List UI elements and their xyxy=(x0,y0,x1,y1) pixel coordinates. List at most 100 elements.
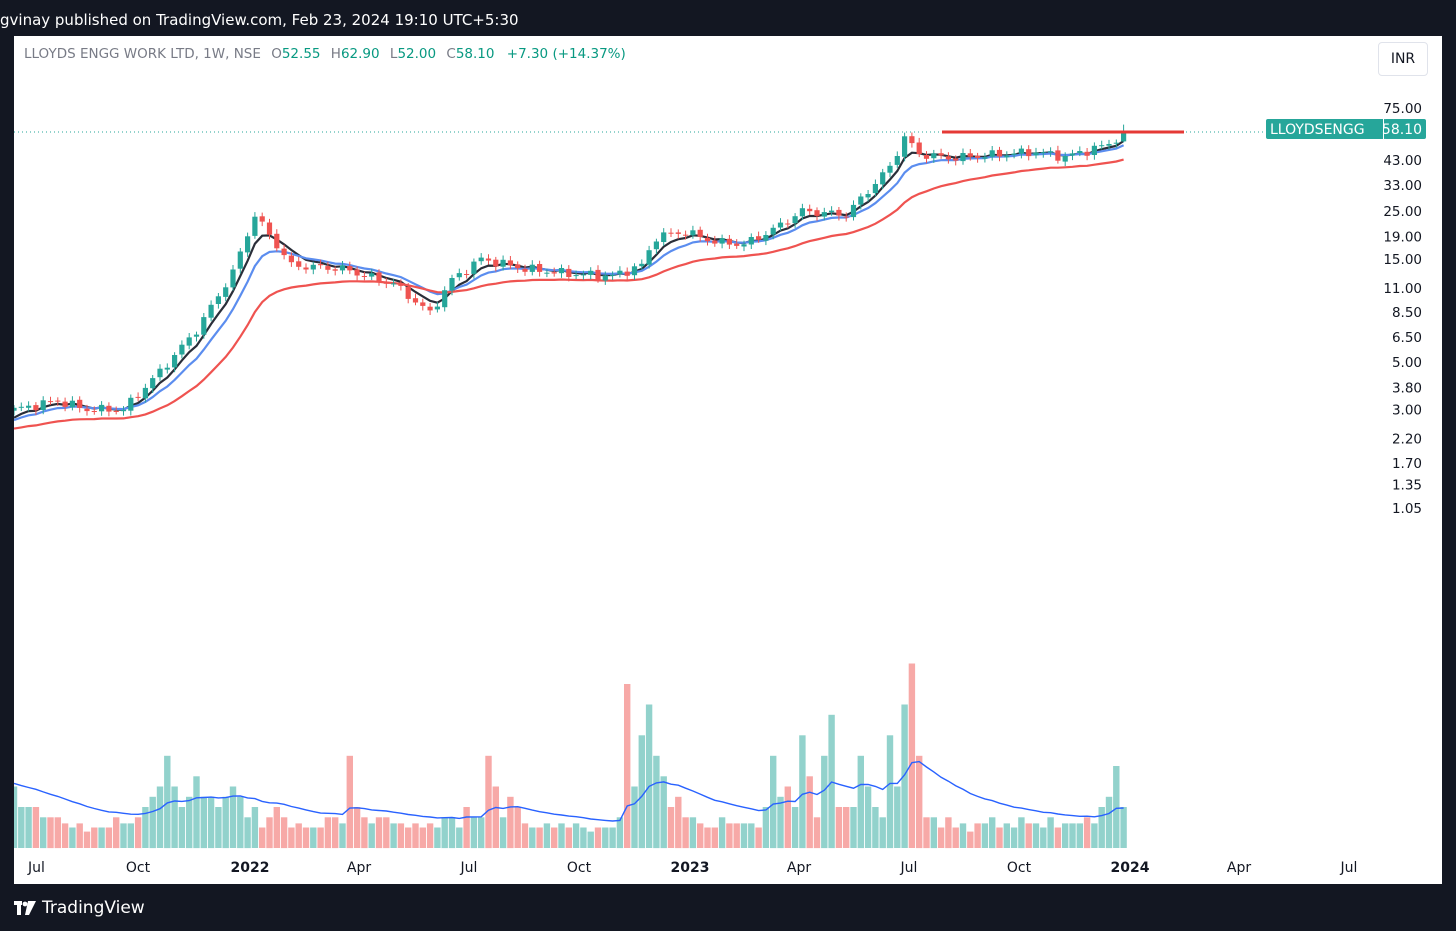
candle xyxy=(639,259,645,270)
candle-body xyxy=(47,401,54,403)
candle xyxy=(953,155,959,166)
candle-body xyxy=(529,264,535,272)
candle-body xyxy=(719,238,725,244)
footer-brand[interactable]: TradingView xyxy=(14,896,145,920)
change-value: +7.30 (+14.37%) xyxy=(506,46,626,62)
candle xyxy=(807,204,813,216)
y-tick-label: 25.00 xyxy=(1383,204,1422,220)
candle-body xyxy=(858,196,864,205)
candle-body xyxy=(186,337,192,346)
candle xyxy=(164,363,170,374)
candle-body xyxy=(507,260,513,266)
price-tag-ticker-bg xyxy=(1266,119,1386,139)
candle xyxy=(544,268,550,278)
candle xyxy=(1062,152,1068,167)
candle xyxy=(558,264,565,278)
tradingview-logo-icon xyxy=(14,901,36,915)
candle xyxy=(1106,139,1112,150)
candle xyxy=(18,402,24,411)
volume-bar xyxy=(1040,827,1047,848)
candle xyxy=(551,267,557,277)
candle xyxy=(690,225,696,239)
volume-bar xyxy=(142,807,149,848)
time-axis[interactable]: Jul Oct 2022 Apr Jul Oct 2023 Apr Jul Oct 2024 Apr J… xyxy=(27,860,1357,876)
candle-body xyxy=(33,405,39,411)
candle xyxy=(821,207,827,221)
high-value: 62.90 xyxy=(340,46,380,62)
candle-body xyxy=(84,408,90,412)
open-value: 52.55 xyxy=(281,46,321,62)
candle-body xyxy=(588,270,594,275)
candle xyxy=(245,232,251,257)
candle-body xyxy=(135,396,141,398)
x-tick-label: Oct xyxy=(567,860,592,876)
volume-layer xyxy=(14,663,1127,849)
candle-body xyxy=(675,232,681,234)
volume-bar xyxy=(718,817,726,849)
candle xyxy=(770,224,776,240)
candle-body xyxy=(850,204,857,218)
candle xyxy=(850,200,857,221)
volume-bar xyxy=(843,807,850,848)
candle-body xyxy=(734,243,740,246)
volume-bar xyxy=(551,827,558,848)
high-label: H xyxy=(330,46,341,62)
candle-body xyxy=(843,216,849,218)
candle xyxy=(325,261,331,274)
volume-bar xyxy=(930,817,937,849)
volume-bar xyxy=(536,827,543,848)
ema-layer xyxy=(14,140,1125,430)
volume-bar xyxy=(1047,817,1054,849)
candle-body xyxy=(1026,149,1032,157)
candle-body xyxy=(150,378,156,389)
candle xyxy=(697,226,703,242)
price-chart[interactable]: 75.00 43.00 33.00 25.00 19.00 15.00 11.00 8.50 6… xyxy=(14,36,1442,884)
candle-body xyxy=(923,155,930,159)
candle-body xyxy=(1011,153,1017,155)
volume-bar xyxy=(47,817,54,849)
volume-bar xyxy=(901,704,908,848)
candle xyxy=(91,406,97,415)
candle xyxy=(945,152,951,164)
candle-body xyxy=(237,251,243,269)
volume-bar xyxy=(91,827,98,848)
candle xyxy=(741,240,747,252)
currency-button[interactable]: INR xyxy=(1378,42,1428,76)
candle xyxy=(361,271,367,281)
volume-bar xyxy=(426,823,434,848)
volume-bar xyxy=(266,817,273,849)
candle-body xyxy=(318,264,324,266)
candle xyxy=(923,151,930,164)
candle xyxy=(931,149,937,163)
volume-bar xyxy=(791,807,799,848)
candle xyxy=(967,149,973,161)
candle-body xyxy=(748,237,754,245)
volume-bar xyxy=(864,786,872,848)
volume-bar xyxy=(587,831,594,848)
candle xyxy=(230,265,236,291)
chart-panel[interactable]: 75.00 43.00 33.00 25.00 19.00 15.00 11.00 8.50 6… xyxy=(14,36,1442,884)
candle xyxy=(515,261,521,273)
candle xyxy=(193,331,200,342)
symbol-name[interactable]: LLOYDS ENGG WORK LTD, 1W, NSE xyxy=(24,46,261,62)
volume-bar xyxy=(558,823,565,848)
volume-bar xyxy=(748,823,755,848)
volume-bar xyxy=(507,796,514,849)
candle xyxy=(683,230,689,240)
candle-body xyxy=(223,287,229,297)
candle-body xyxy=(646,250,652,265)
volume-bar xyxy=(222,796,229,849)
candle-body xyxy=(208,304,214,318)
candle xyxy=(1077,146,1083,157)
volume-bar xyxy=(339,823,346,848)
volume-bar xyxy=(134,817,142,849)
candle-body xyxy=(580,274,586,276)
candle xyxy=(99,401,105,416)
candle-body xyxy=(829,210,835,213)
price-axis[interactable]: 75.00 43.00 33.00 25.00 19.00 15.00 11.00 8.50 6… xyxy=(1383,101,1422,517)
candle-body xyxy=(14,407,17,411)
candle xyxy=(938,148,944,159)
volume-bar xyxy=(105,827,113,848)
volume-bar xyxy=(237,796,244,849)
y-tick-label: 33.00 xyxy=(1383,178,1422,194)
